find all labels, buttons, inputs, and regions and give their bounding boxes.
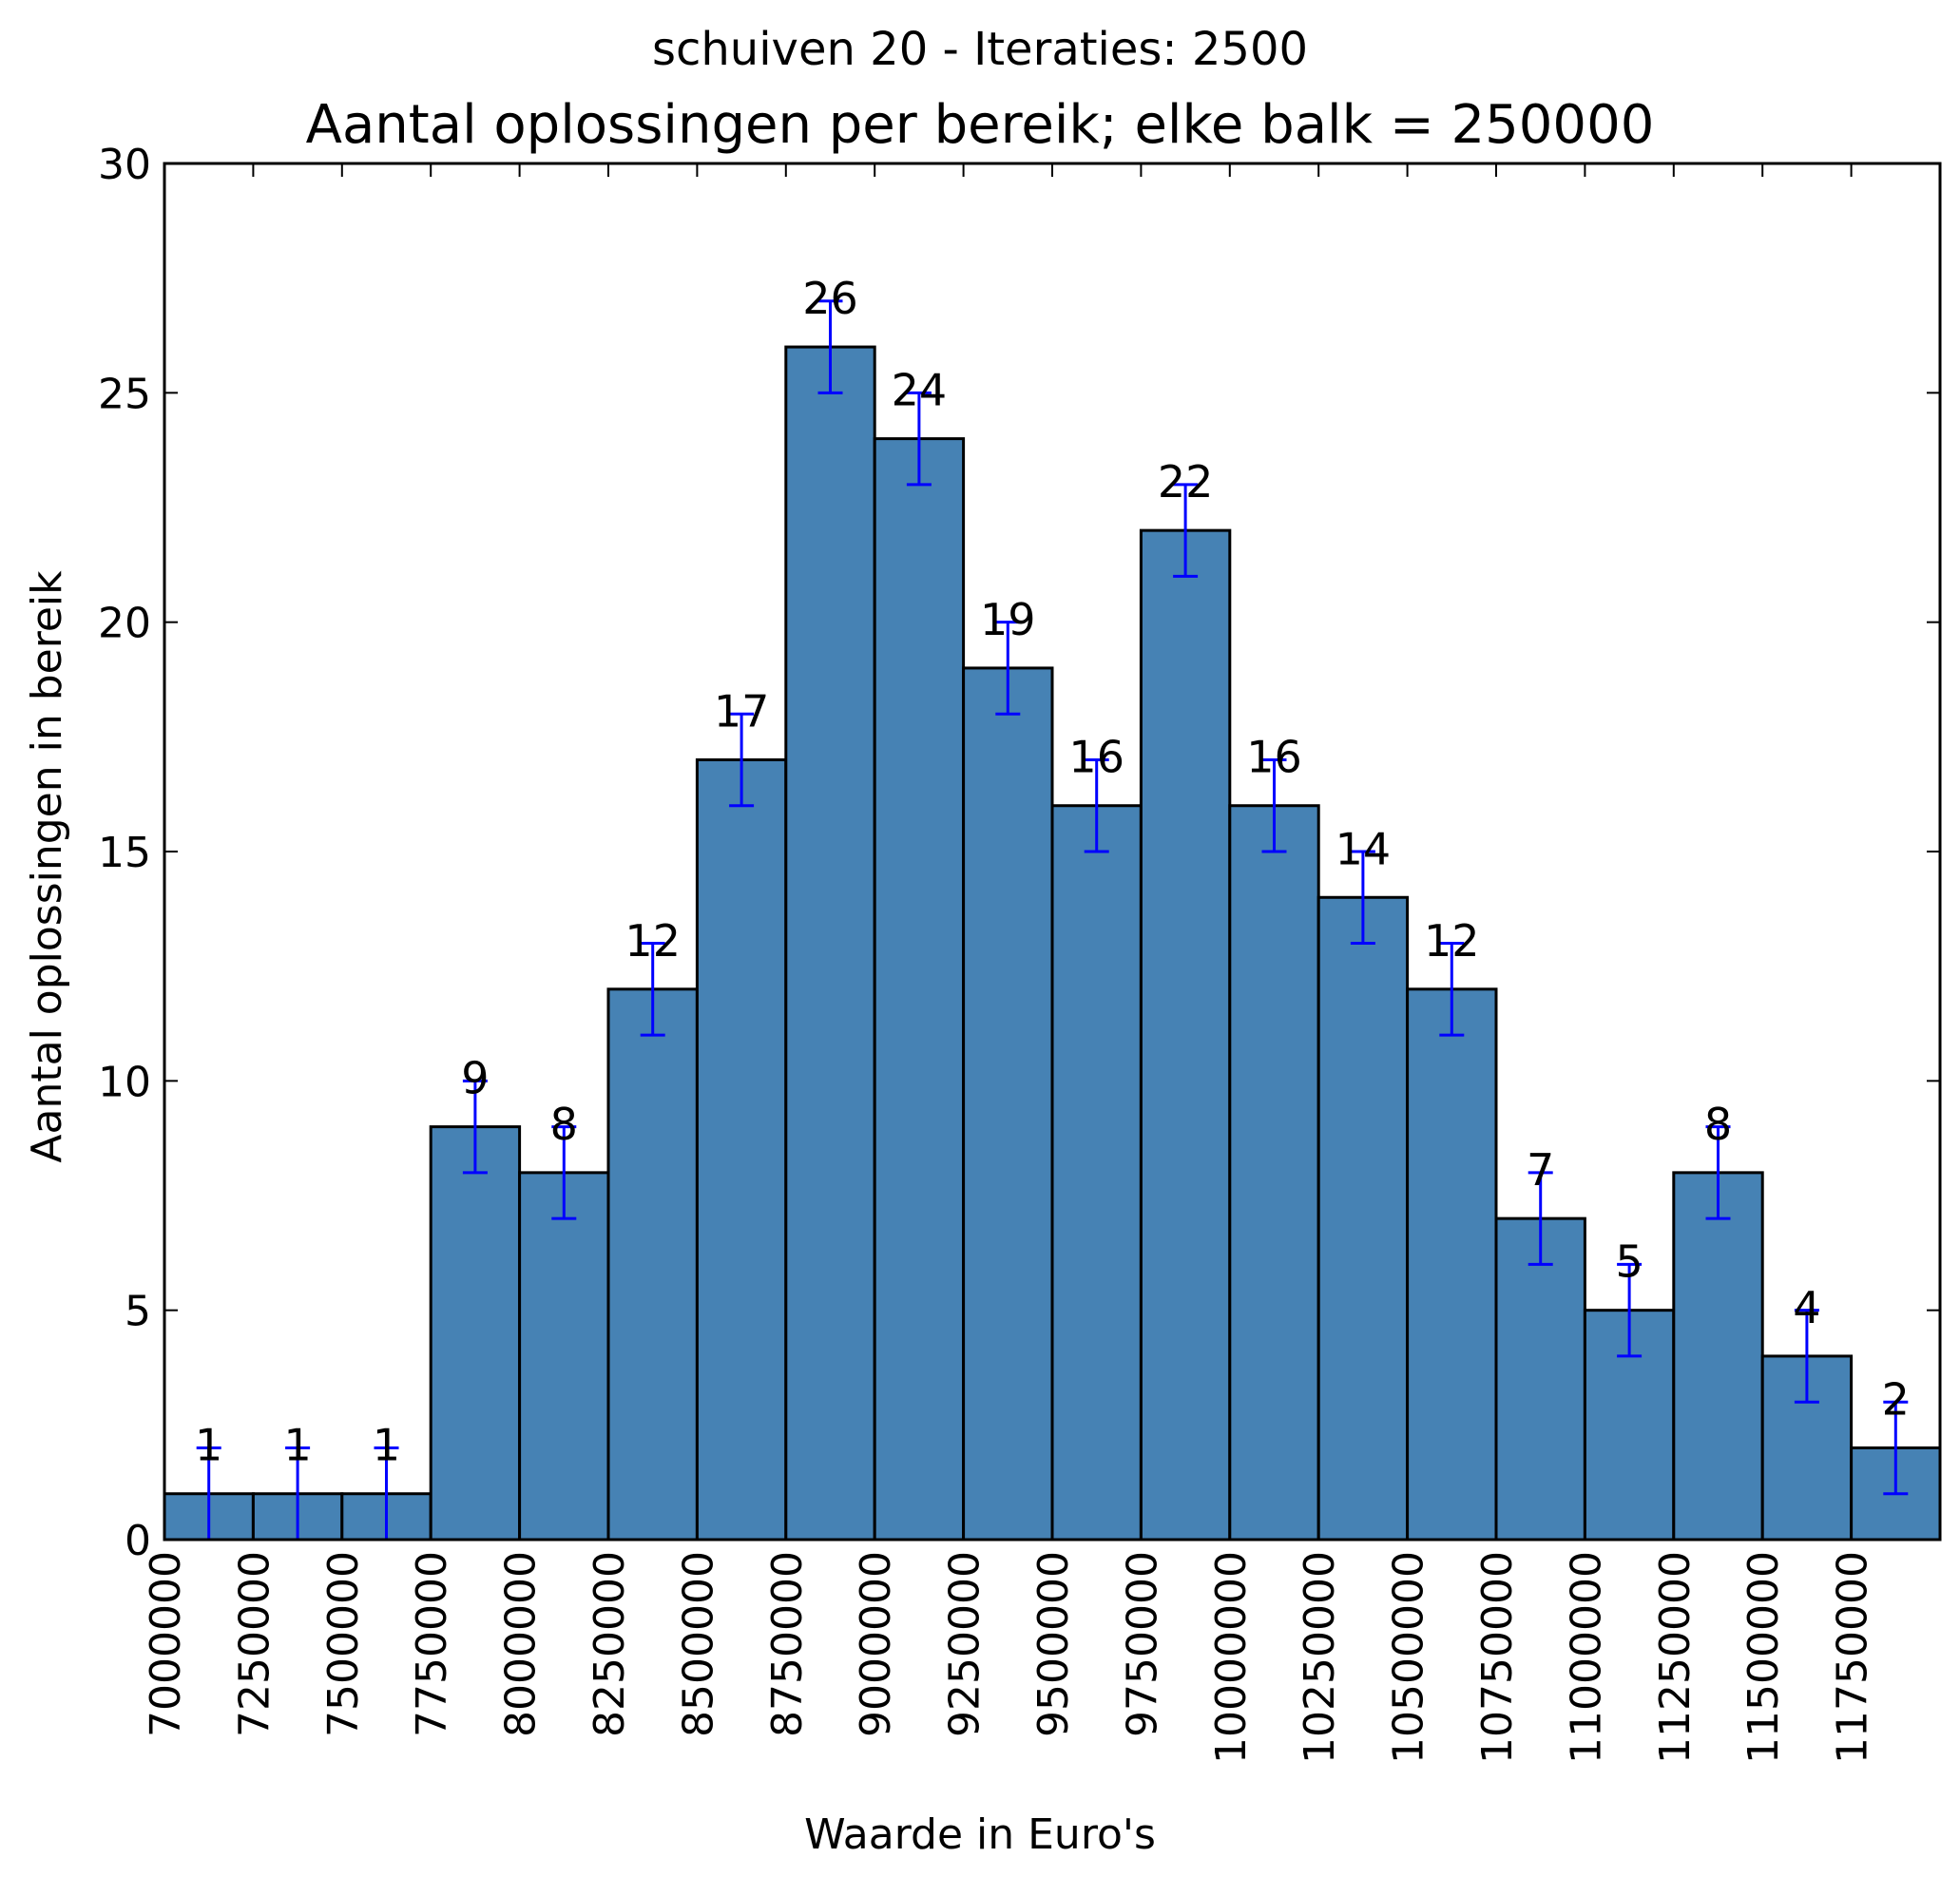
bar-value-label: 17	[714, 685, 770, 737]
histogram-bar	[606, 987, 699, 1542]
x-axis-label: Waarde in Euro's	[804, 1810, 1156, 1859]
x-tick-label: 8750000	[763, 1551, 812, 1737]
histogram-bar	[518, 1171, 610, 1542]
histogram-bar	[1316, 895, 1410, 1542]
bar-value-label: 22	[1158, 456, 1214, 508]
bar-value-label: 8	[1704, 1099, 1732, 1150]
histogram-bar	[1050, 804, 1143, 1542]
x-tick-label: 8000000	[497, 1551, 546, 1737]
histogram-bar	[1139, 528, 1232, 1542]
x-tick-label: 8500000	[674, 1551, 722, 1737]
x-tick-label: 10750000	[1473, 1551, 1522, 1764]
bar-value-label: 12	[1424, 915, 1480, 967]
histogram-bar	[1228, 804, 1320, 1542]
x-tick-label: 9500000	[1029, 1551, 1078, 1737]
x-tick-label: 11500000	[1739, 1551, 1788, 1764]
bar-value-label: 16	[1246, 732, 1302, 783]
y-tick-label: 25	[98, 370, 151, 418]
x-tick-label: 7750000	[408, 1551, 456, 1737]
bar-value-label: 26	[802, 273, 858, 324]
y-tick-label: 0	[125, 1517, 151, 1565]
x-tick-label: 9750000	[1118, 1551, 1166, 1737]
y-axis-label: Aantal oplossingen in bereik	[23, 570, 71, 1163]
bar-value-label: 24	[892, 365, 948, 416]
bar-value-label: 7	[1527, 1144, 1554, 1196]
bar-value-label: 12	[625, 915, 681, 967]
bar-value-label: 16	[1068, 732, 1124, 783]
bar-value-label: 4	[1793, 1282, 1820, 1333]
histogram-bar	[1672, 1171, 1764, 1542]
y-tick-label: 15	[98, 829, 151, 877]
histogram-bar	[873, 437, 966, 1542]
bar-value-label: 19	[980, 594, 1036, 645]
bar-value-label: 9	[461, 1053, 489, 1104]
bar-value-label: 1	[373, 1420, 400, 1471]
bar-value-label: 2	[1882, 1373, 1910, 1425]
bar-value-label: 14	[1335, 823, 1392, 874]
histogram-bar	[695, 757, 788, 1542]
x-tick-label: 10000000	[1207, 1551, 1256, 1764]
histogram-bar	[429, 1125, 522, 1542]
bar-value-label: 5	[1615, 1236, 1643, 1288]
x-tick-label: 11000000	[1562, 1551, 1610, 1764]
plot-area: 1 1 19812172624191622161412758420510152025…	[98, 141, 1942, 1764]
x-tick-label: 10250000	[1296, 1551, 1344, 1764]
y-tick-label: 10	[98, 1058, 151, 1106]
bar-value-label: 1	[195, 1420, 222, 1471]
bar-value-label: 1	[283, 1420, 311, 1471]
y-tick-label: 20	[98, 600, 151, 648]
x-tick-label: 9000000	[852, 1551, 900, 1737]
x-tick-label: 7250000	[230, 1551, 279, 1737]
bar-value-label: 8	[550, 1099, 578, 1150]
histogram-bar	[1494, 1216, 1586, 1542]
chart-title: Aantal oplossingen per bereik; elke balk…	[306, 94, 1655, 156]
x-tick-label: 8250000	[586, 1551, 634, 1737]
x-tick-label: 10500000	[1385, 1551, 1433, 1764]
histogram-bar	[784, 345, 876, 1542]
histogram-bar	[962, 666, 1054, 1542]
x-tick-label: 9250000	[941, 1551, 990, 1737]
histogram-bar	[1406, 987, 1498, 1542]
y-tick-label: 30	[98, 141, 151, 189]
x-tick-label: 7500000	[319, 1551, 368, 1737]
y-tick-label: 5	[125, 1288, 151, 1336]
x-tick-label: 11250000	[1651, 1551, 1700, 1764]
chart-suptitle: schuiven 20 - Iteraties: 2500	[652, 23, 1308, 76]
x-tick-label: 11750000	[1829, 1551, 1877, 1764]
x-tick-label: 7000000	[142, 1551, 190, 1737]
